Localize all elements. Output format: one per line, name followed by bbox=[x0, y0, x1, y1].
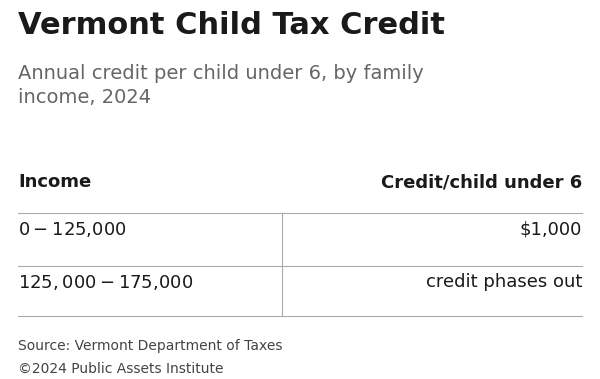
Text: Vermont Child Tax Credit: Vermont Child Tax Credit bbox=[18, 11, 445, 40]
Text: $0-$125,000: $0-$125,000 bbox=[18, 220, 127, 240]
Text: Income: Income bbox=[18, 173, 91, 191]
Text: Source: Vermont Department of Taxes: Source: Vermont Department of Taxes bbox=[18, 339, 283, 353]
Text: $125,000-$175,000: $125,000-$175,000 bbox=[18, 273, 193, 292]
Text: $1,000: $1,000 bbox=[520, 220, 582, 238]
Text: ©2024 Public Assets Institute: ©2024 Public Assets Institute bbox=[18, 362, 223, 376]
Text: Annual credit per child under 6, by family
income, 2024: Annual credit per child under 6, by fami… bbox=[18, 64, 424, 106]
Text: credit phases out: credit phases out bbox=[425, 273, 582, 291]
Text: Credit/child under 6: Credit/child under 6 bbox=[381, 173, 582, 191]
